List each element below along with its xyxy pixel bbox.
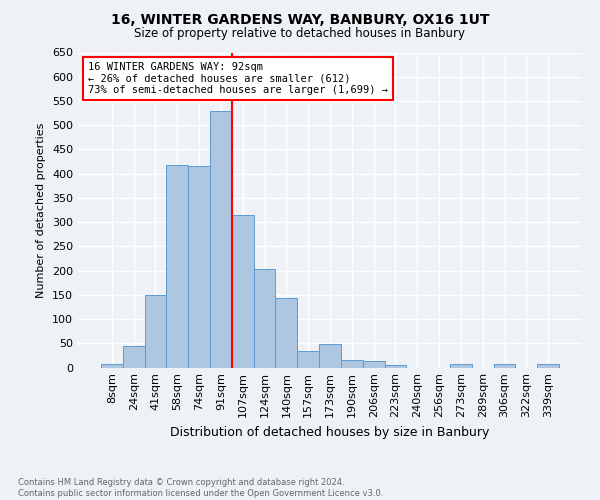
Bar: [101, 364, 123, 368]
Bar: [232, 216, 254, 368]
Bar: [363, 360, 385, 368]
Bar: [254, 268, 275, 368]
Bar: [123, 346, 145, 368]
Bar: [297, 350, 319, 368]
Bar: [145, 295, 166, 368]
Bar: [494, 364, 515, 368]
Bar: [275, 298, 297, 368]
Bar: [450, 364, 472, 368]
Bar: [210, 110, 232, 368]
Text: 16, WINTER GARDENS WAY, BANBURY, OX16 1UT: 16, WINTER GARDENS WAY, BANBURY, OX16 1U…: [111, 12, 489, 26]
Text: Size of property relative to detached houses in Banbury: Size of property relative to detached ho…: [134, 28, 466, 40]
X-axis label: Distribution of detached houses by size in Banbury: Distribution of detached houses by size …: [170, 426, 490, 439]
Y-axis label: Number of detached properties: Number of detached properties: [37, 122, 46, 298]
Text: Contains HM Land Registry data © Crown copyright and database right 2024.
Contai: Contains HM Land Registry data © Crown c…: [18, 478, 383, 498]
Bar: [166, 165, 188, 368]
Text: 16 WINTER GARDENS WAY: 92sqm
← 26% of detached houses are smaller (612)
73% of s: 16 WINTER GARDENS WAY: 92sqm ← 26% of de…: [88, 62, 388, 95]
Bar: [341, 360, 363, 368]
Bar: [385, 365, 406, 368]
Bar: [188, 166, 210, 368]
Bar: [319, 344, 341, 368]
Bar: [537, 364, 559, 368]
